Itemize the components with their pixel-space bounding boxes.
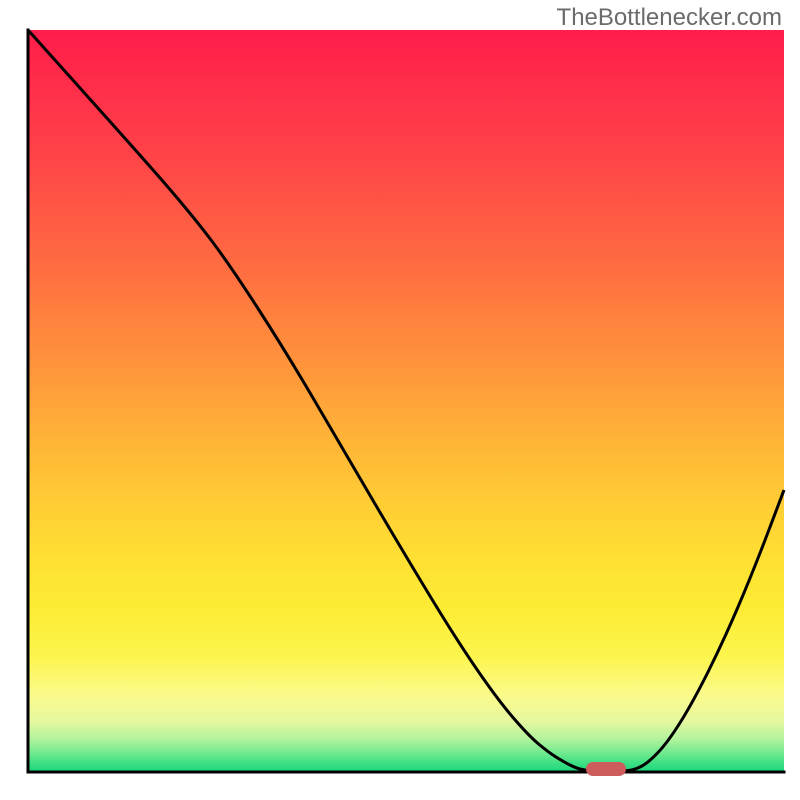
optimal-marker xyxy=(586,762,626,776)
chart-svg xyxy=(0,0,800,800)
watermark-text: TheBottlenecker.com xyxy=(557,4,782,32)
chart-root: TheBottlenecker.com xyxy=(0,0,800,800)
bottleneck-curve xyxy=(28,30,784,772)
